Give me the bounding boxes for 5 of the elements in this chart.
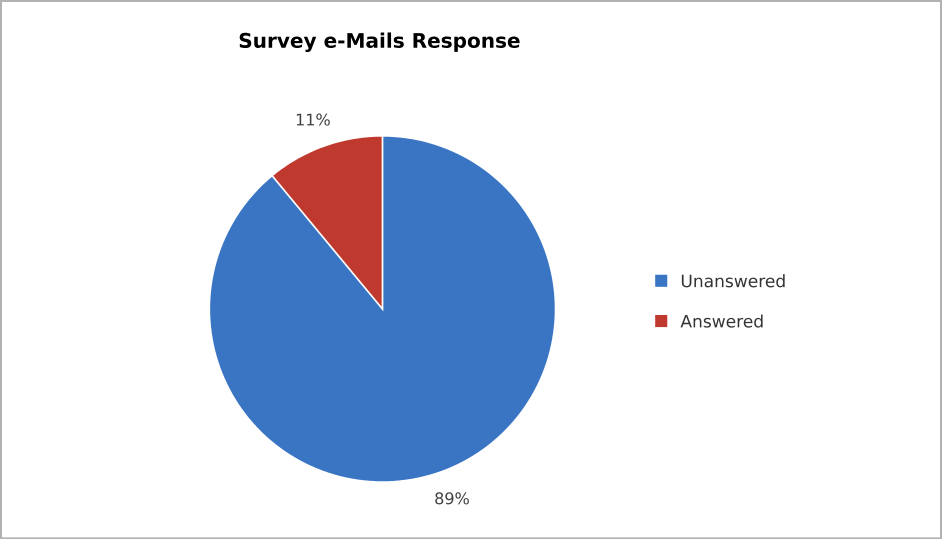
data-label: 89% [435, 492, 469, 504]
data-label: 11% [296, 113, 330, 126]
legend-label: Answered [680, 314, 763, 328]
legend-label: Unanswered [682, 274, 785, 288]
chart-title: Survey e-Mails Response [240, 32, 520, 52]
